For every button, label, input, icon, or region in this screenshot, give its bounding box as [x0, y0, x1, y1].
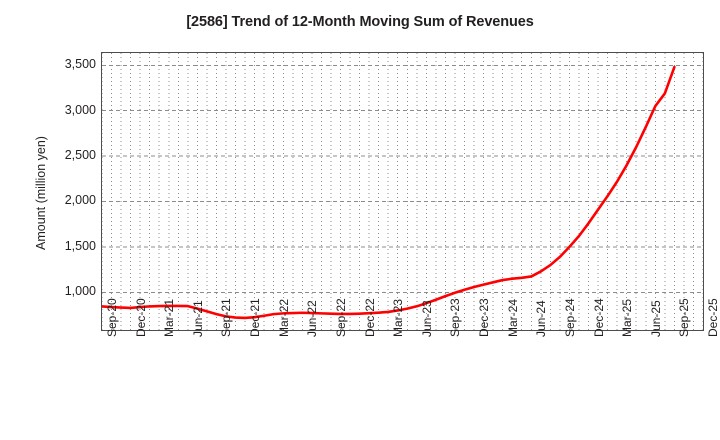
- x-axis-tick-label: Jun-25: [648, 300, 663, 337]
- y-axis-tick-label: 1,500: [64, 238, 96, 253]
- x-axis-tick-label: Mar-25: [620, 298, 635, 337]
- chart-title: [2586] Trend of 12-Month Moving Sum of R…: [186, 14, 534, 30]
- x-axis-tick-label: Sep-23: [448, 298, 463, 337]
- x-axis-tick-label: Dec-23: [477, 298, 492, 337]
- x-axis-tick-label: Dec-24: [591, 298, 606, 337]
- plot-area: [101, 52, 704, 331]
- x-axis-tick-label: Mar-22: [276, 298, 291, 337]
- x-axis-tick-label: Sep-21: [219, 298, 234, 337]
- x-axis-tick-label: Sep-24: [562, 298, 577, 337]
- y-axis-tick-label: 3,000: [64, 102, 96, 117]
- x-axis-tick-label: Dec-22: [362, 298, 377, 337]
- x-axis-tick-label: Mar-21: [162, 298, 177, 337]
- x-axis-tick-label: Sep-25: [677, 298, 692, 337]
- data-series-group: [102, 65, 676, 320]
- y-axis-tick-label: 3,500: [64, 57, 96, 72]
- x-axis-tick-label: Dec-21: [248, 298, 263, 337]
- x-axis-tick-label: Mar-23: [391, 298, 406, 337]
- x-axis-tick-label: Jun-24: [534, 300, 549, 337]
- plot-svg: [102, 53, 703, 330]
- x-axis-tick-label: Sep-22: [333, 298, 348, 337]
- x-axis-tick-label: Mar-24: [505, 298, 520, 337]
- x-axis-tick-label: Dec-25: [706, 298, 720, 337]
- x-axis-tick-label: Jun-21: [190, 300, 205, 337]
- x-axis-tick-label: Dec-20: [133, 298, 148, 337]
- x-axis-tick-label: Jun-22: [305, 300, 320, 337]
- x-axis-tick-label: Jun-23: [419, 300, 434, 337]
- y-axis-tick-label: 2,500: [64, 148, 96, 163]
- y-axis-tick-labels: 1,000 1,500 2,000 2,500 3,000 3,500: [32, 0, 96, 440]
- series-line: [102, 65, 676, 320]
- x-axis-tick-label: Sep-20: [105, 298, 119, 337]
- y-axis-tick-label: 2,000: [64, 193, 96, 208]
- y-axis-tick-label: 1,000: [64, 284, 96, 299]
